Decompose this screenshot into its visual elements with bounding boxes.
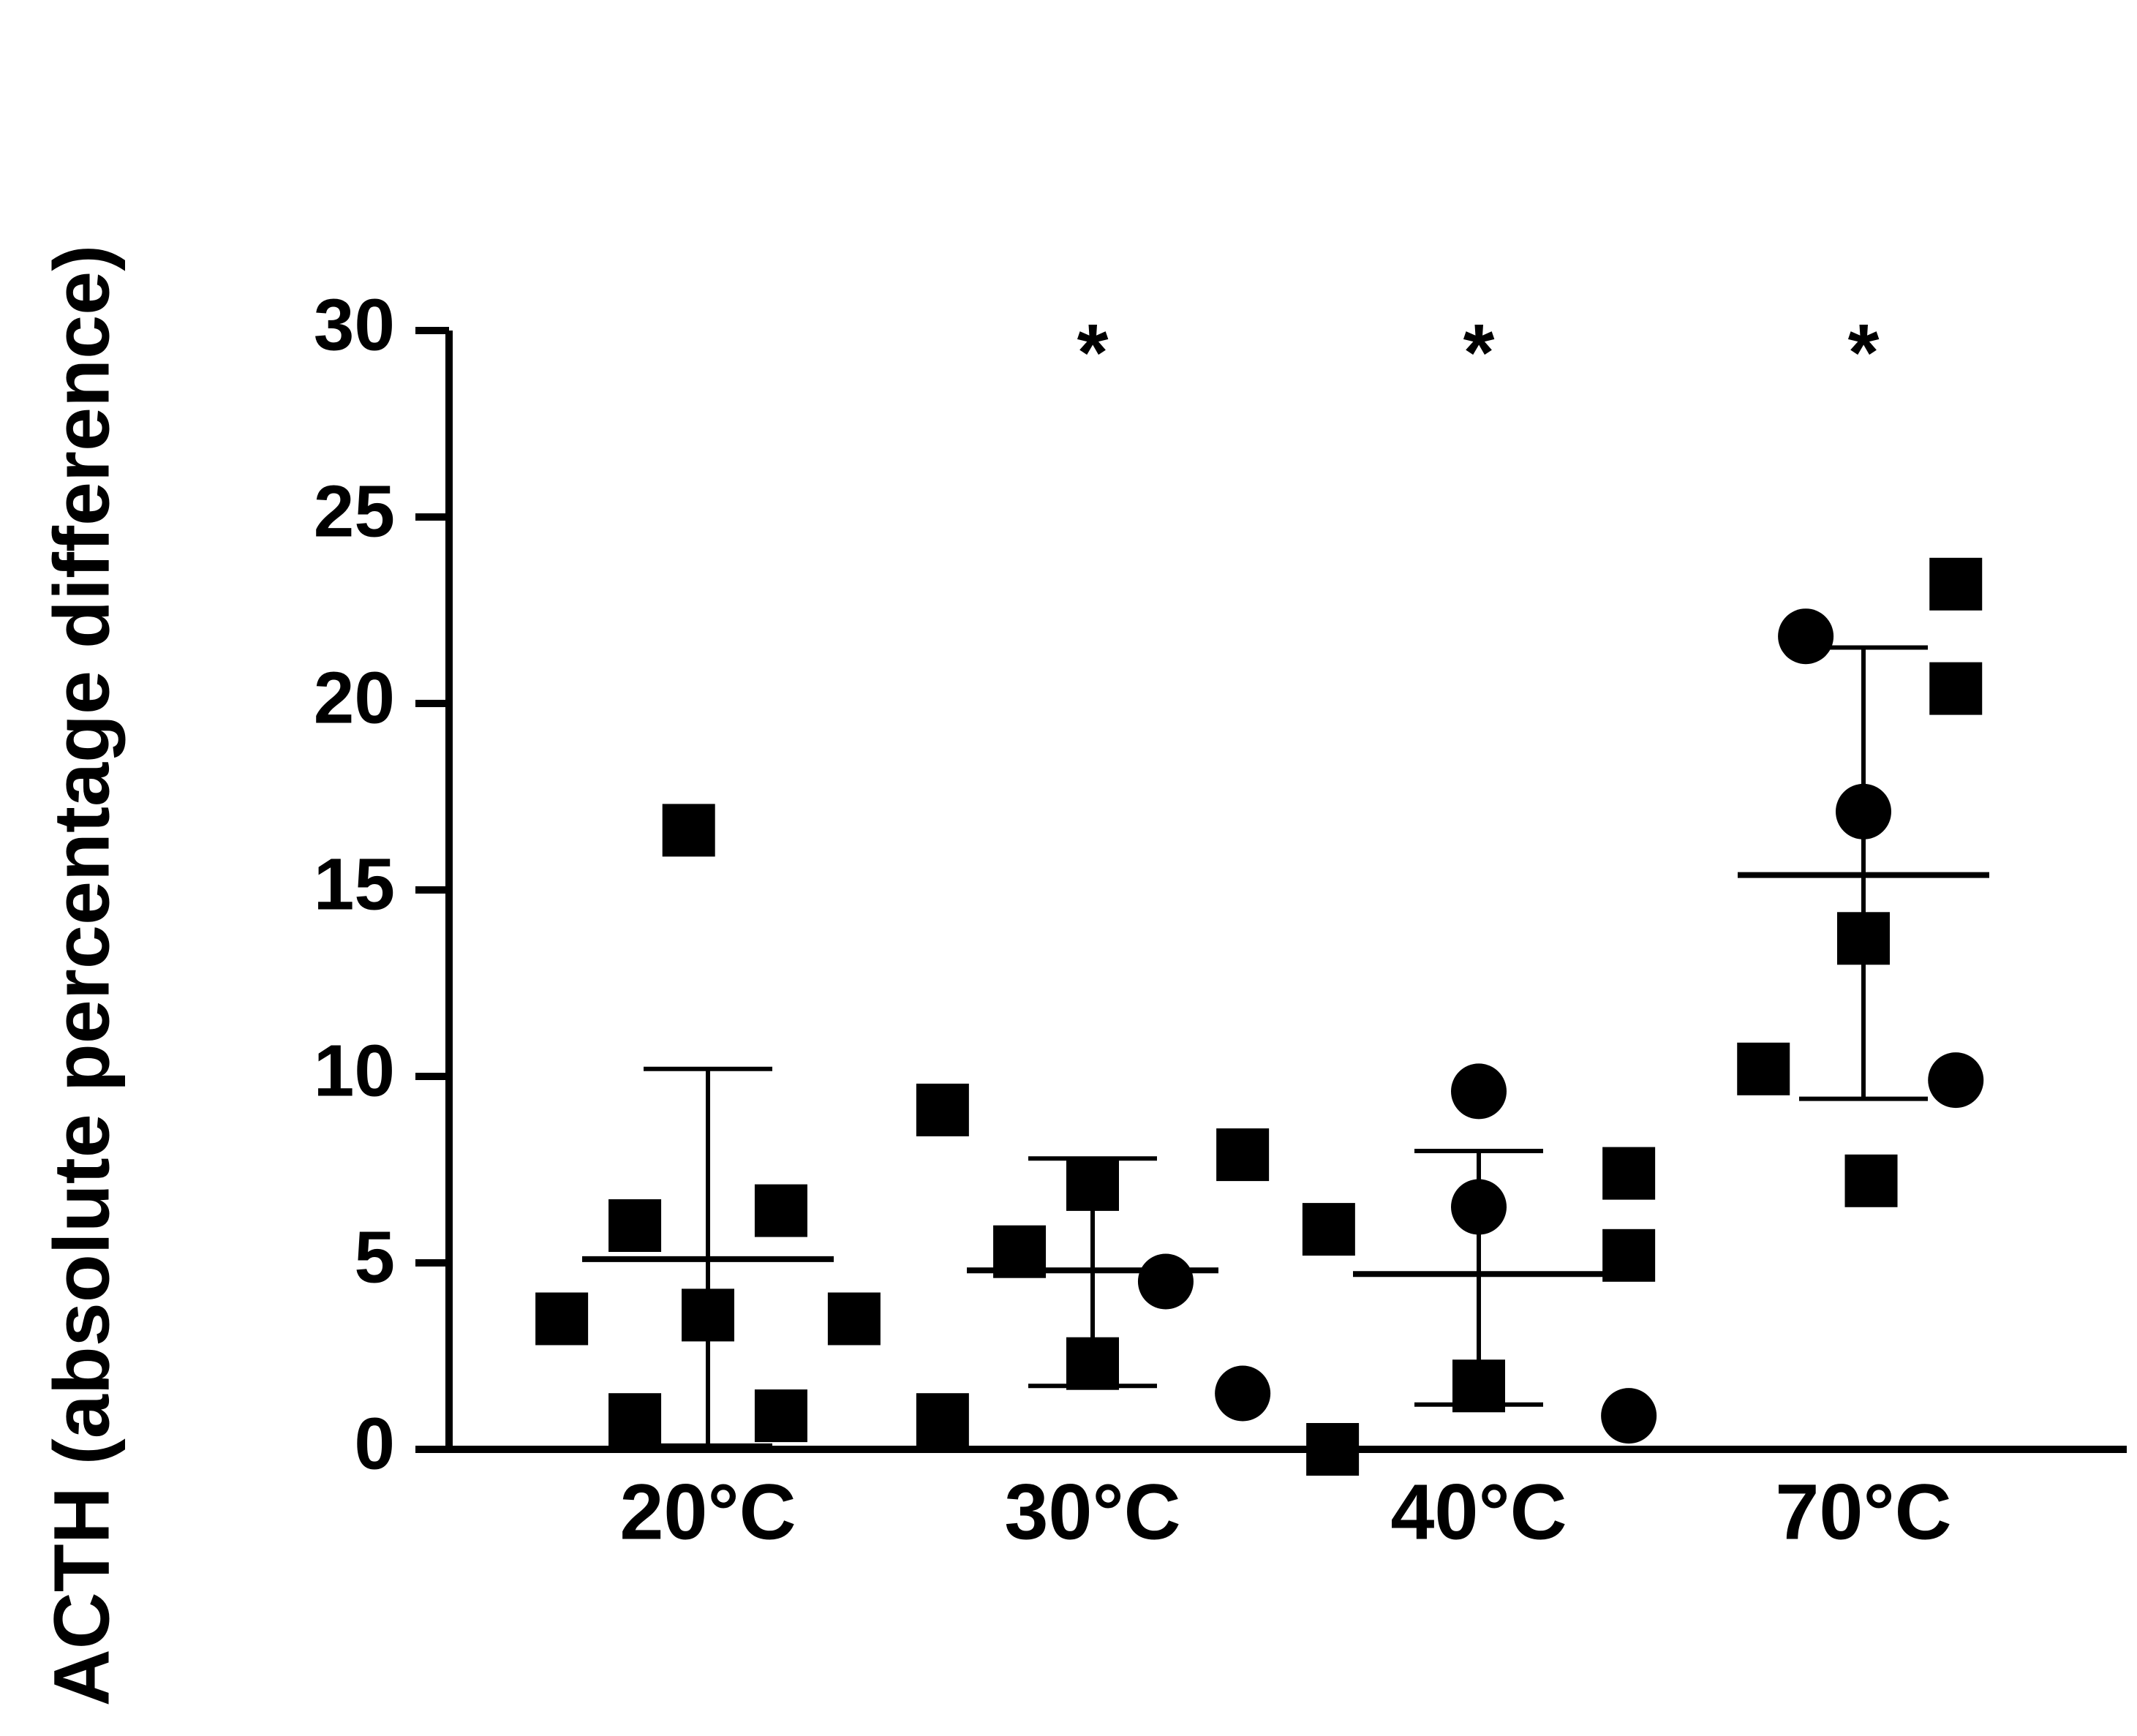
significance-marker: * xyxy=(1848,308,1880,398)
significance-marker: * xyxy=(1463,308,1495,398)
data-point-square xyxy=(1602,1147,1656,1200)
y-tick-label: 10 xyxy=(314,1030,395,1112)
group-1: * xyxy=(916,308,1271,1446)
x-tick-label: 40°C xyxy=(1390,1468,1567,1556)
y-axis-ticks: 0 5 10 15 20 25 30 xyxy=(314,284,449,1484)
y-tick-label: 30 xyxy=(314,284,395,366)
x-tick-label: 30°C xyxy=(1004,1468,1180,1556)
data-point-square xyxy=(1844,1154,1898,1207)
data-point-square xyxy=(754,1184,807,1237)
x-tick-label: 20°C xyxy=(619,1468,796,1556)
data-groups: * * * xyxy=(535,308,1989,1476)
data-point-square xyxy=(1929,662,1983,715)
data-point-circle xyxy=(1451,1063,1507,1120)
y-tick-label: 0 xyxy=(354,1403,395,1484)
group-3: * xyxy=(1737,308,1989,1207)
y-tick-label: 25 xyxy=(314,470,395,552)
data-point-square xyxy=(916,1083,969,1136)
y-axis-label: ACTH (absolute percentage difference) xyxy=(37,245,126,1706)
data-point-square xyxy=(608,1393,662,1446)
group-0 xyxy=(535,804,881,1448)
y-tick-label: 15 xyxy=(314,843,395,925)
data-point-square xyxy=(1306,1423,1360,1476)
data-point-circle xyxy=(1778,608,1834,665)
data-point-circle xyxy=(1215,1365,1271,1422)
data-point-square xyxy=(827,1292,881,1346)
x-axis-labels: 20°C 30°C 40°C 70°C xyxy=(619,1468,1951,1556)
group-2: * xyxy=(1302,308,1657,1476)
data-point-square xyxy=(1929,557,1983,611)
data-point-square xyxy=(1737,1042,1790,1095)
data-point-square xyxy=(1216,1128,1270,1182)
data-point-square xyxy=(754,1389,807,1443)
y-tick-label: 20 xyxy=(314,657,395,739)
data-point-circle xyxy=(1601,1388,1657,1444)
data-point-square xyxy=(1602,1229,1656,1282)
data-point-square xyxy=(916,1393,969,1446)
data-point-square xyxy=(535,1292,589,1346)
significance-marker: * xyxy=(1077,308,1109,398)
data-point-square xyxy=(1302,1203,1355,1256)
y-tick-label: 5 xyxy=(354,1216,395,1298)
data-point-circle xyxy=(1137,1253,1194,1310)
data-point-circle xyxy=(1928,1052,1984,1109)
data-point-square xyxy=(608,1199,662,1252)
data-point-square xyxy=(662,804,715,857)
x-tick-label: 70°C xyxy=(1775,1468,1951,1556)
